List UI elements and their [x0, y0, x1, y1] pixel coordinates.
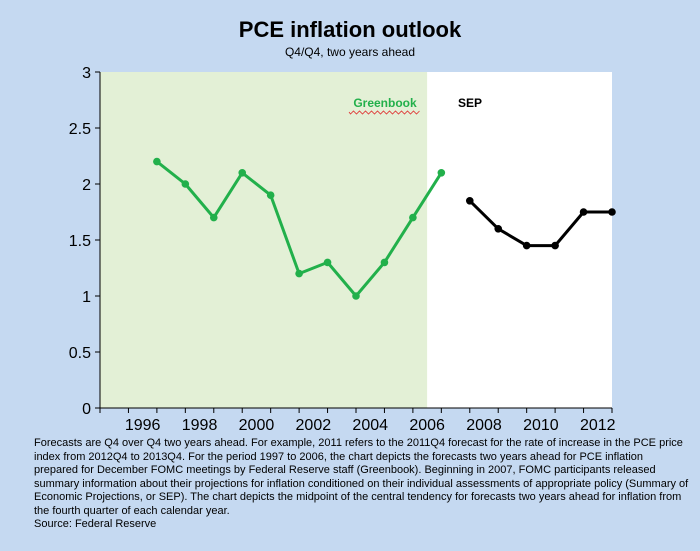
footnote: Forecasts are Q4 over Q4 two years ahead… — [34, 437, 689, 532]
data-point-greenbook — [209, 213, 218, 222]
data-point-greenbook — [437, 169, 446, 177]
footnote-text: Forecasts are Q4 over Q4 two years ahead… — [34, 437, 689, 517]
data-point-sep — [608, 208, 616, 216]
x-tick-label: 2012 — [580, 417, 616, 434]
data-point-sep — [551, 241, 559, 250]
data-point-sep — [465, 197, 474, 205]
series-line-sep — [468, 199, 612, 248]
y-tick-label: 3 — [82, 65, 91, 82]
sep-label: SEP — [458, 96, 482, 110]
greenbook-shaded-region — [100, 72, 428, 408]
data-point-greenbook — [181, 180, 190, 188]
data-point-greenbook — [409, 213, 417, 222]
data-point-greenbook — [295, 269, 303, 278]
x-tick-label: 2004 — [352, 417, 388, 434]
data-point-greenbook — [153, 157, 161, 166]
y-tick-label: 2 — [82, 177, 91, 194]
y-tick-label: 1.5 — [69, 233, 91, 250]
y-tick-label: 2.5 — [69, 121, 91, 138]
data-point-greenbook — [380, 258, 389, 267]
y-tick-label: 0.5 — [69, 345, 91, 362]
y-tick-label: 1 — [82, 289, 91, 306]
x-tick-label: 2010 — [523, 417, 559, 434]
data-point-sep — [579, 208, 588, 216]
x-tick-label: 2000 — [239, 417, 275, 434]
x-tick-label: 2008 — [466, 417, 502, 434]
data-point-greenbook — [266, 191, 275, 199]
data-point-greenbook — [238, 169, 247, 177]
x-tick-label: 1998 — [182, 417, 218, 434]
data-point-sep — [522, 241, 531, 250]
data-point-sep — [494, 225, 503, 233]
greenbook-label: Greenbook — [353, 96, 417, 110]
spellcheck-underline — [348, 110, 420, 115]
x-tick-label: 2002 — [296, 417, 332, 434]
y-tick-label: 0 — [82, 401, 91, 418]
x-tick-label: 2006 — [409, 417, 445, 434]
chart-subtitle: Q4/Q4, two years ahead — [284, 45, 416, 59]
x-tick-label: 1996 — [125, 417, 161, 434]
source-note: Source: Federal Reserve — [34, 518, 157, 530]
data-point-greenbook — [323, 258, 332, 267]
data-point-greenbook — [352, 292, 360, 300]
chart-title: PCE inflation outlook — [238, 17, 462, 42]
